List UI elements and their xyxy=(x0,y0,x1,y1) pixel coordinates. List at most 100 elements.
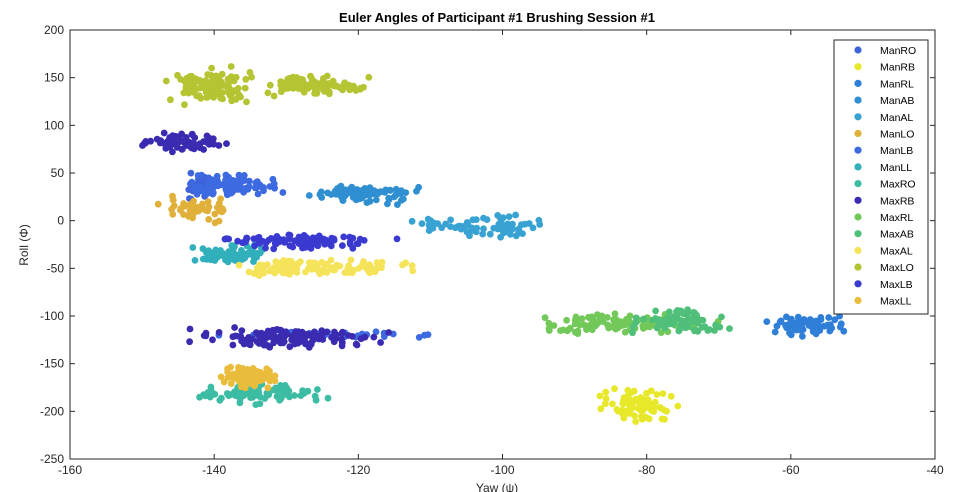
data-point xyxy=(631,412,638,420)
data-point xyxy=(359,261,366,269)
data-point xyxy=(831,316,839,324)
series-ManRB xyxy=(596,385,682,425)
data-point xyxy=(663,314,671,322)
x-tick-label: -100 xyxy=(490,463,514,477)
data-point xyxy=(167,96,174,104)
data-point xyxy=(629,323,637,331)
data-point xyxy=(243,98,250,106)
data-point xyxy=(311,84,318,92)
legend-marker xyxy=(854,96,862,104)
data-point xyxy=(483,216,491,224)
y-tick-label: 150 xyxy=(44,71,64,85)
data-point xyxy=(317,84,325,92)
data-point xyxy=(225,235,233,243)
legend-entry: ManRO xyxy=(880,45,916,57)
data-point xyxy=(509,220,516,228)
chart-title: Euler Angles of Participant #1 Brushing … xyxy=(339,10,655,25)
data-point xyxy=(699,316,707,324)
legend-marker xyxy=(854,263,862,271)
data-point xyxy=(253,253,260,261)
data-point xyxy=(213,172,221,180)
data-point xyxy=(219,95,227,103)
data-point xyxy=(377,339,384,346)
legend-entry: MaxAB xyxy=(880,229,914,241)
data-point xyxy=(642,404,649,412)
data-point xyxy=(507,230,514,238)
data-point xyxy=(194,189,201,197)
data-point xyxy=(677,307,685,315)
data-point xyxy=(644,396,652,404)
data-point xyxy=(378,264,385,272)
data-point xyxy=(392,185,400,193)
data-point xyxy=(455,222,463,230)
data-point xyxy=(826,327,834,335)
data-point xyxy=(270,339,277,347)
data-point xyxy=(245,334,253,341)
data-point xyxy=(319,75,327,82)
data-point xyxy=(291,334,298,342)
data-point xyxy=(185,89,193,97)
data-point xyxy=(197,94,205,102)
data-point xyxy=(629,329,636,337)
data-point xyxy=(578,315,586,323)
data-point xyxy=(312,234,320,242)
legend-marker xyxy=(854,296,862,305)
x-tick-label: -40 xyxy=(926,463,944,477)
data-point xyxy=(227,189,235,197)
data-point xyxy=(400,195,407,203)
data-point xyxy=(271,372,279,380)
data-point xyxy=(712,321,719,329)
legend-entry: MaxLB xyxy=(880,279,913,291)
data-point xyxy=(385,196,393,203)
data-point xyxy=(345,264,352,271)
data-point xyxy=(813,319,821,327)
data-point xyxy=(602,395,610,402)
data-point xyxy=(211,219,219,227)
data-point xyxy=(356,85,364,93)
data-point xyxy=(286,270,293,278)
data-point xyxy=(170,202,178,210)
legend-marker xyxy=(854,280,862,288)
legend-entry: ManRB xyxy=(880,62,915,74)
series-ManLB xyxy=(188,171,432,342)
data-point xyxy=(663,407,670,415)
data-point xyxy=(202,392,209,400)
data-point xyxy=(786,329,793,337)
data-point xyxy=(694,327,702,335)
data-point xyxy=(206,256,214,263)
data-point xyxy=(332,190,340,198)
x-tick-label: -140 xyxy=(202,463,226,477)
data-point xyxy=(361,333,369,341)
data-point xyxy=(486,230,494,238)
data-point xyxy=(323,328,331,336)
data-point xyxy=(198,171,206,179)
data-point xyxy=(324,394,332,402)
data-point xyxy=(308,75,316,83)
data-point xyxy=(655,319,663,326)
data-point xyxy=(275,238,283,246)
data-point xyxy=(280,257,287,264)
data-point xyxy=(279,189,287,196)
x-axis-label: Yaw (ψ) xyxy=(476,481,518,492)
data-point xyxy=(154,200,162,208)
data-point xyxy=(231,324,239,331)
data-point xyxy=(596,392,604,400)
data-point xyxy=(226,251,234,258)
data-point xyxy=(545,325,553,332)
data-point xyxy=(626,312,634,320)
data-point xyxy=(648,407,656,414)
data-point xyxy=(529,224,537,232)
data-point xyxy=(630,387,638,395)
data-point xyxy=(210,140,217,148)
data-point xyxy=(262,244,269,252)
data-point xyxy=(611,310,619,318)
data-point xyxy=(693,311,700,319)
legend: ManRO ManRB ManRL ManAB ManAL ManLO ManLB ManLL… xyxy=(833,39,929,315)
data-point xyxy=(219,251,227,258)
data-point xyxy=(399,261,406,269)
series-MaxLB xyxy=(221,231,401,253)
data-point xyxy=(346,233,354,241)
data-point xyxy=(385,329,393,336)
x-tick-label: -80 xyxy=(638,463,656,477)
data-point xyxy=(212,72,220,80)
